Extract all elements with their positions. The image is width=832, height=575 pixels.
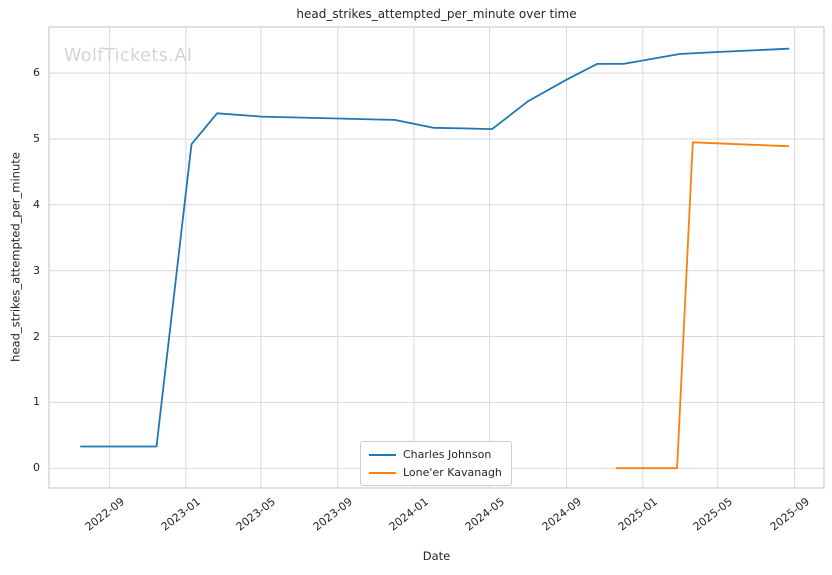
legend: Charles Johnson Lone'er Kavanagh bbox=[360, 441, 512, 486]
watermark-text: WolfTickets.AI bbox=[64, 46, 193, 66]
y-tick-label: 0 bbox=[33, 461, 40, 475]
series-line-lone-er-kavanagh bbox=[615, 141, 790, 470]
legend-label: Lone'er Kavanagh bbox=[403, 466, 502, 479]
plot-border bbox=[48, 26, 825, 489]
y-tick-label: 6 bbox=[33, 66, 40, 80]
series-line-charles-johnson bbox=[80, 47, 790, 448]
legend-line-swatch bbox=[369, 471, 396, 474]
y-tick-label: 1 bbox=[33, 395, 40, 409]
legend-line-swatch bbox=[369, 453, 396, 456]
y-tick-label: 2 bbox=[33, 329, 40, 343]
x-axis-label: Date bbox=[422, 549, 451, 563]
chart-title: head_strikes_attempted_per_minute over t… bbox=[296, 7, 577, 21]
legend-label: Charles Johnson bbox=[403, 448, 492, 461]
legend-item: Charles Johnson bbox=[369, 447, 502, 462]
y-tick-label: 3 bbox=[33, 263, 40, 277]
y-axis-label: head_strikes_attempted_per_minute bbox=[8, 152, 23, 362]
y-tick-label: 5 bbox=[33, 132, 40, 145]
y-tick-label: 4 bbox=[33, 197, 40, 211]
legend-item: Lone'er Kavanagh bbox=[369, 465, 502, 480]
